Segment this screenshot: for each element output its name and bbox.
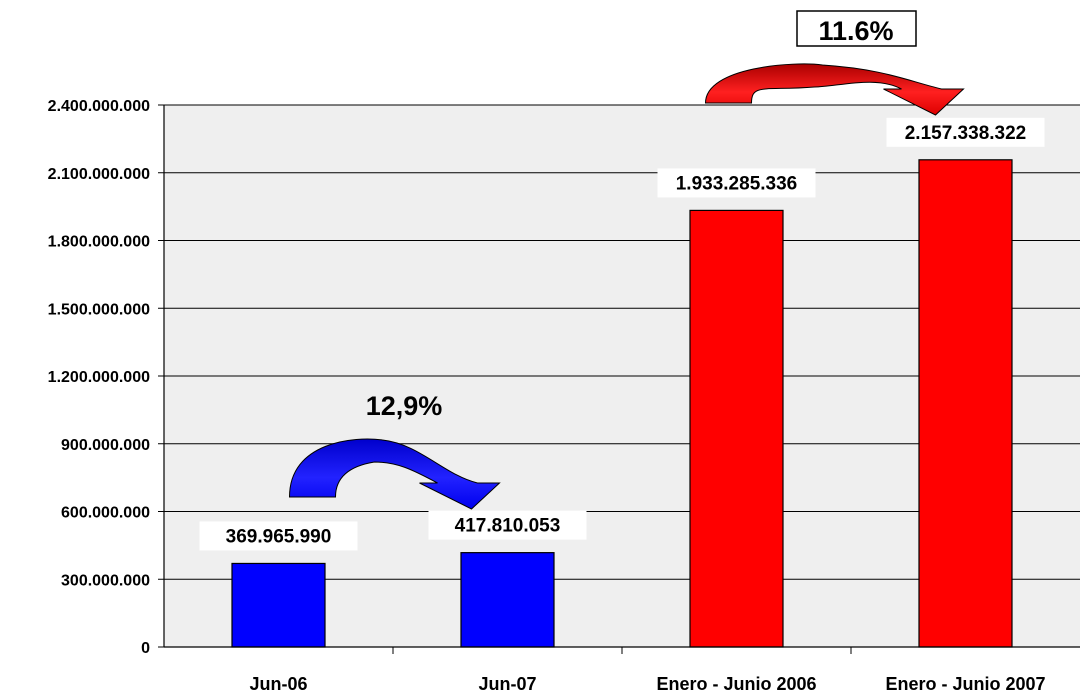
data-label-background <box>199 521 358 551</box>
annotations: 12,9% 11.6% <box>288 10 965 510</box>
data-label: 1.933.285.336 <box>676 173 798 194</box>
data-labels: 369.965.990 417.810.053 1.933.285.336 2.157… <box>199 117 1045 551</box>
bar <box>918 159 1013 648</box>
x-tick-label: Jun-06 <box>249 674 307 694</box>
x-tick-label: Jun-07 <box>478 674 536 694</box>
growth-percent-label: 12,9% <box>366 391 443 421</box>
bar <box>689 209 784 648</box>
y-tick-label: 1.200.000.000 <box>48 369 150 386</box>
data-label-background <box>657 168 816 198</box>
red-curved-arrow <box>704 63 965 116</box>
blue-curved-arrow <box>288 438 501 510</box>
y-tick-label: 1.500.000.000 <box>48 301 150 318</box>
x-tick-label: Enero - Junio 2006 <box>656 674 816 694</box>
y-tick-label: 900.000.000 <box>61 437 150 454</box>
growth-percent-box <box>796 10 917 47</box>
y-tick-label: 2.100.000.000 <box>48 166 150 183</box>
data-label: 417.810.053 <box>455 516 561 537</box>
y-tick-label: 2.400.000.000 <box>48 98 150 115</box>
data-label: 2.157.338.322 <box>905 123 1027 144</box>
bar <box>231 562 326 648</box>
data-label: 369.965.990 <box>226 526 332 547</box>
y-tick-label: 1.800.000.000 <box>48 234 150 251</box>
growth-percent-label: 11.6% <box>818 16 893 46</box>
bars <box>231 159 1013 648</box>
x-tick-label: Enero - Junio 2007 <box>885 674 1045 694</box>
y-tick-label: 300.000.000 <box>61 572 150 589</box>
y-tick-label: 600.000.000 <box>61 505 150 522</box>
data-label-background <box>886 117 1045 147</box>
bar <box>460 552 555 648</box>
data-label-background <box>428 510 587 540</box>
y-tick-label: 0 <box>141 640 150 657</box>
x-axis-ticks: Jun-06 Jun-07 Enero - Junio 2006 Enero - Ju… <box>249 647 1046 694</box>
y-axis-ticks: 0 300.000.000 600.000.000 900.000.000 1.200.… <box>48 98 164 657</box>
